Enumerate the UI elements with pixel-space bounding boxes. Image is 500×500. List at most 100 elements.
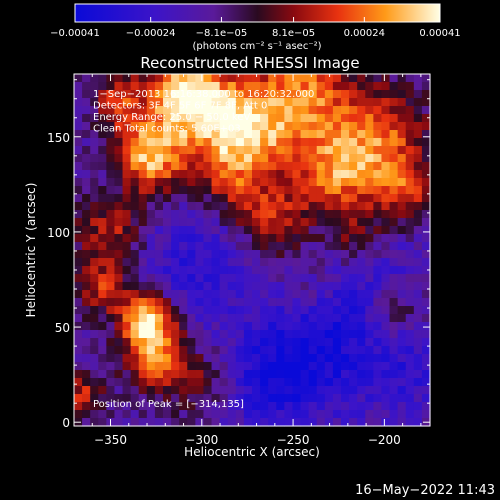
heatmap-cell [235,234,245,243]
heatmap-cell [292,178,302,187]
heatmap-cell [146,386,156,395]
heatmap-cell [268,138,277,147]
heatmap-cell [243,106,253,115]
heatmap-cell [82,266,91,275]
heatmap-cell [349,90,358,99]
heatmap-cell [389,266,399,275]
heatmap-cell [203,114,213,123]
heatmap-cell [219,290,229,299]
heatmap-cell [90,186,99,195]
heatmap-cell [163,210,172,219]
heatmap-cell [341,114,350,123]
heatmap-cell [227,122,237,131]
heatmap-cell [171,266,180,275]
heatmap-cell [316,122,326,131]
heatmap-cell [154,170,164,179]
heatmap-cell [211,258,221,267]
heatmap-cell [421,170,431,179]
heatmap-cell [122,90,132,99]
heatmap-cell [122,410,132,419]
heatmap-cell [381,178,391,187]
heatmap-cell [187,362,196,371]
heatmap-cell [106,170,116,179]
heatmap-cell [332,226,342,235]
heatmap-cell [171,130,180,139]
heatmap-cell [122,82,132,91]
heatmap-cell [122,346,132,355]
heatmap-cell [365,146,374,155]
heatmap-cell [300,346,310,355]
heatmap-cell [357,386,366,395]
heatmap-cell [260,346,269,355]
heatmap-cell [243,298,253,307]
heatmap-cell [106,130,116,139]
heatmap-cell [349,250,358,259]
heatmap-cell [300,266,310,275]
heatmap-cell [203,258,213,267]
heatmap-cell [90,258,99,267]
heatmap-cell [187,114,196,123]
heatmap-cell [138,290,148,299]
heatmap-cell [373,122,383,131]
heatmap-cell [146,354,156,363]
heatmap-cell [98,290,107,299]
heatmap-cell [397,218,407,227]
heatmap-cell [300,154,310,163]
heatmap-cell [268,330,277,339]
heatmap-cell [252,82,261,91]
heatmap-cell [381,202,391,211]
heatmap-cell [243,354,253,363]
heatmap-cell [349,282,358,291]
heatmap-cell [260,418,269,427]
heatmap-cell [203,354,213,363]
heatmap-cell [163,274,172,283]
heatmap-cell [252,322,261,331]
heatmap-cell [365,162,374,171]
heatmap-cell [195,138,205,147]
heatmap-cell [332,338,342,347]
heatmap-cell [163,242,172,251]
heatmap-cell [413,282,423,291]
heatmap-cell [74,234,83,243]
heatmap-cell [421,250,431,259]
heatmap-cell [163,106,172,115]
heatmap-cell [227,274,237,283]
heatmap-cell [227,290,237,299]
heatmap-cell [308,154,318,163]
heatmap-cell [146,338,156,347]
heatmap-cell [332,378,342,387]
heatmap-cell [195,106,205,115]
heatmap-cell [365,402,374,411]
heatmap-cell [130,274,140,283]
heatmap-cell [195,402,205,411]
heatmap-cell [90,234,99,243]
heatmap-cell [138,298,148,307]
heatmap-cell [260,306,269,315]
heatmap-cell [300,354,310,363]
heatmap-cell [243,402,253,411]
heatmap-cell [187,394,196,403]
heatmap-cell [219,154,229,163]
heatmap-cell [365,226,374,235]
heatmap-cell [138,98,148,107]
heatmap-cell [227,362,237,371]
heatmap-cell [130,298,140,307]
y-axis-label: Heliocentric Y (arcsec) [24,183,38,318]
heatmap-cell [349,234,358,243]
heatmap-cell [114,330,124,339]
heatmap-cell [397,354,407,363]
heatmap-cell [405,218,415,227]
heatmap-cell [268,282,277,291]
heatmap-cell [219,282,229,291]
heatmap-cell [268,250,277,259]
heatmap-cell [203,138,213,147]
colorbar-tick-label: −0.00024 [126,28,176,39]
heatmap-cell [260,282,269,291]
heatmap-cell [268,242,277,251]
heatmap-cell [114,210,124,219]
heatmap-cell [195,130,205,139]
heatmap-cell [154,242,164,251]
heatmap-cell [405,162,415,171]
heatmap-cell [373,418,383,427]
heatmap-cell [154,250,164,259]
